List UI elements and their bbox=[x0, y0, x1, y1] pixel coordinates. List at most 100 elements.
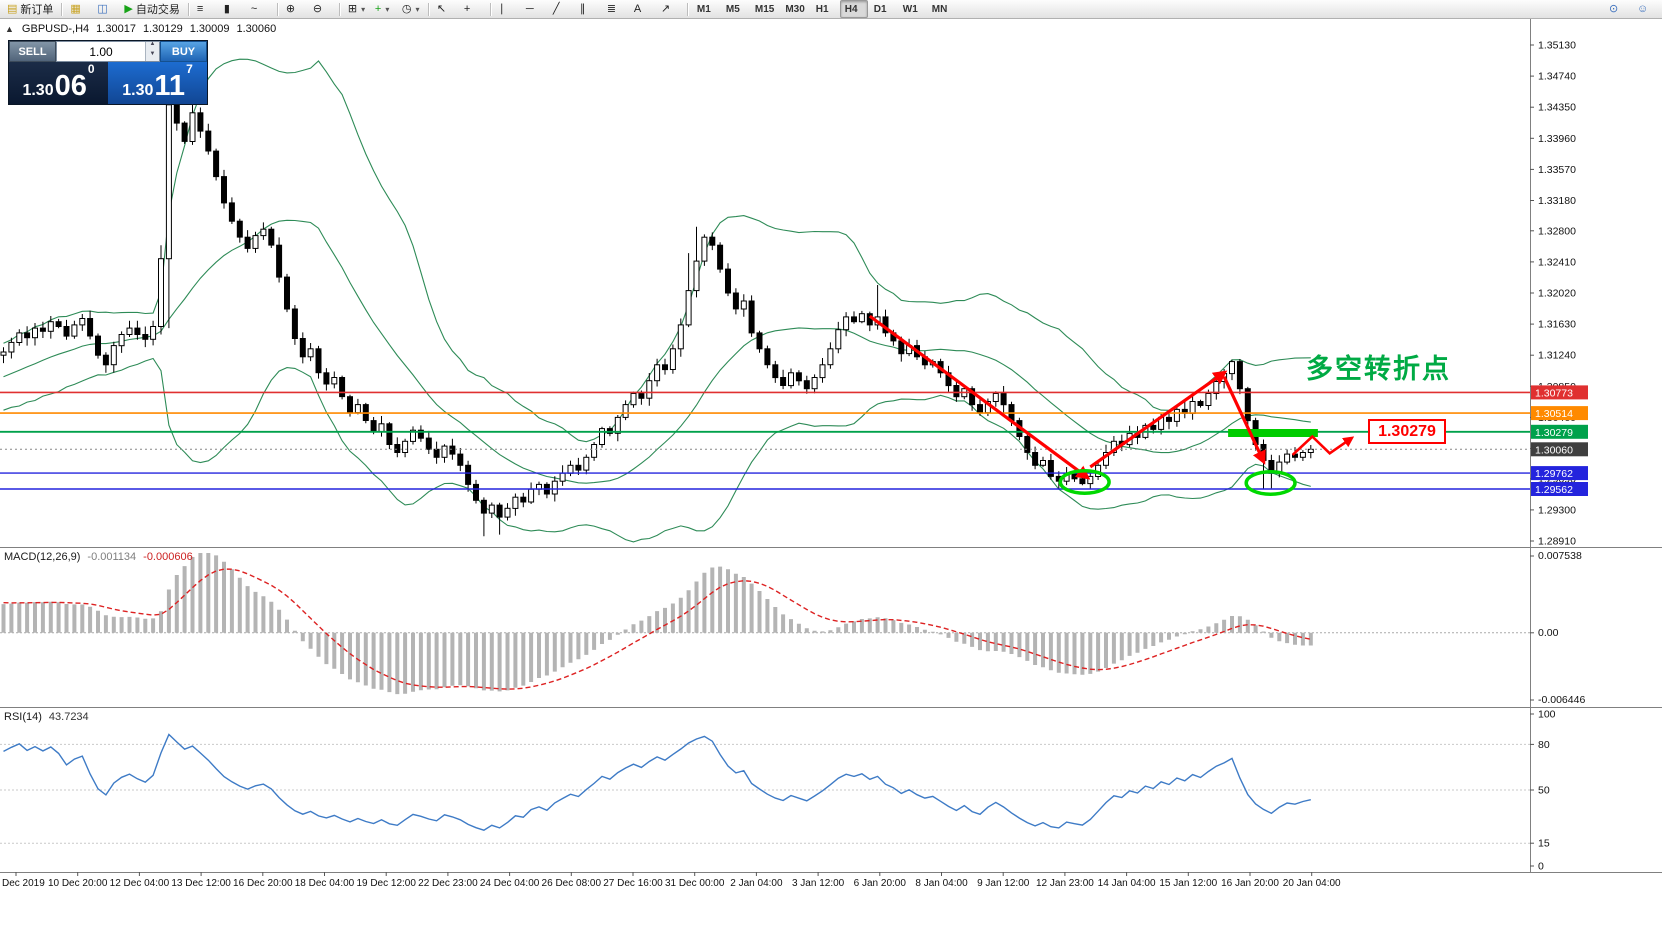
zoom-in-button[interactable]: ⊕ bbox=[282, 0, 308, 18]
timeframe-w1[interactable]: W1 bbox=[898, 0, 926, 18]
cursor-button-icon: ↖ bbox=[436, 2, 447, 15]
buy-button[interactable]: BUY bbox=[160, 41, 207, 62]
line-chart-button[interactable]: ~ bbox=[247, 0, 273, 18]
market-watch-button[interactable]: ◫ bbox=[93, 0, 119, 18]
timeframe-h4[interactable]: H4 bbox=[839, 0, 868, 18]
trend-arrow[interactable] bbox=[1222, 376, 1266, 465]
new-chart-button[interactable]: ⊞ ▾ bbox=[344, 0, 370, 18]
symbol-period: GBPUSD-,H4 bbox=[21, 23, 90, 35]
trend-arrow[interactable] bbox=[1089, 370, 1228, 469]
volume-input[interactable] bbox=[57, 42, 145, 61]
new-order-button[interactable]: ▤ 新订单 bbox=[3, 0, 57, 18]
price-tag bbox=[1531, 385, 1588, 400]
one-click-toggle[interactable]: ▲ bbox=[5, 24, 14, 34]
timeframe-m1-label: M1 bbox=[696, 3, 711, 15]
timeframe-w1-label: W1 bbox=[902, 3, 918, 15]
svg-text:20 Jan 04:00: 20 Jan 04:00 bbox=[1283, 878, 1341, 889]
annotations-layer bbox=[868, 314, 1355, 496]
indicators-button[interactable]: + ▾ bbox=[371, 0, 397, 18]
svg-text:0: 0 bbox=[1538, 861, 1544, 873]
new-chart-button-icon: ⊞ bbox=[347, 2, 358, 15]
price-tag bbox=[1531, 406, 1588, 421]
svg-text:1.30060: 1.30060 bbox=[1535, 444, 1573, 456]
candlestick-chart-button[interactable]: ▮ bbox=[220, 0, 246, 18]
period-selector-button[interactable]: ◷ ▾ bbox=[398, 0, 424, 18]
charts-window-button[interactable]: ▦ bbox=[66, 0, 92, 18]
highlight-bar[interactable] bbox=[1228, 429, 1318, 437]
macd-value-main: -0.001134 bbox=[87, 551, 137, 563]
rsi-panel[interactable]: 100 80 50 15 0 bbox=[0, 709, 1556, 873]
buy-price-pip: 7 bbox=[186, 62, 193, 76]
community-icon-icon: ☺ bbox=[1637, 2, 1649, 15]
svg-text:1.32020: 1.32020 bbox=[1538, 288, 1576, 300]
annotation-note[interactable]: 多空转折点 bbox=[1306, 354, 1451, 384]
trendline-button[interactable]: ╱ bbox=[549, 0, 575, 18]
svg-text:8 Jan 04:00: 8 Jan 04:00 bbox=[915, 878, 968, 889]
crosshair-button-icon: + bbox=[463, 2, 471, 15]
auto-trading-button[interactable]: ▶ 自动交易 bbox=[120, 0, 183, 18]
annotation-price-callout[interactable]: 1.30279 bbox=[1368, 419, 1446, 444]
price-axis[interactable]: 1.35130 1.34740 1.34350 1.33960 1.33570 1.331… bbox=[1530, 40, 1588, 548]
svg-text:1.32800: 1.32800 bbox=[1538, 225, 1576, 237]
buy-price-big: 11 bbox=[154, 70, 186, 103]
equidistant-channel-button[interactable]: ∥ bbox=[576, 0, 602, 18]
macd-panel[interactable]: 0.007538 0.00 -0.006446 bbox=[0, 550, 1585, 706]
auto-trading-button-label: 自动交易 bbox=[135, 4, 180, 16]
vertical-line-button[interactable]: ∣ bbox=[495, 0, 521, 18]
period-selector-button-icon: ◷ bbox=[401, 2, 412, 15]
zoom-out-button-icon: ⊖ bbox=[312, 2, 323, 15]
zoom-out-button[interactable]: ⊖ bbox=[309, 0, 335, 18]
trendline-button-icon: ╱ bbox=[552, 2, 560, 15]
toolbar-separator bbox=[338, 2, 340, 16]
highlight-ellipse[interactable] bbox=[1058, 469, 1111, 495]
arrows-tool-button[interactable]: ↗ bbox=[657, 0, 683, 18]
svg-text:27 Dec 16:00: 27 Dec 16:00 bbox=[603, 878, 663, 889]
toolbar-separator bbox=[276, 2, 278, 16]
bar-chart-button-icon: ≡ bbox=[196, 2, 204, 15]
svg-text:1.28910: 1.28910 bbox=[1538, 536, 1576, 548]
svg-text:22 Dec 23:00: 22 Dec 23:00 bbox=[418, 878, 478, 889]
timeframe-mn[interactable]: MN bbox=[927, 0, 955, 18]
timeframe-h1[interactable]: H1 bbox=[811, 0, 839, 18]
svg-text:1.30279: 1.30279 bbox=[1535, 427, 1573, 439]
ohlc-header: ▲ GBPUSD-,H4 1.30017 1.30129 1.30009 1.3… bbox=[5, 23, 276, 35]
fibonacci-button[interactable]: ≣ bbox=[603, 0, 629, 18]
timeframe-m1[interactable]: M1 bbox=[692, 0, 720, 18]
highlight-ellipse[interactable] bbox=[1244, 470, 1297, 496]
crosshair-button[interactable]: + bbox=[460, 0, 486, 18]
bar-chart-button[interactable]: ≡ bbox=[193, 0, 219, 18]
buy-price[interactable]: 1.30 11 7 bbox=[108, 62, 207, 104]
timeframe-d1[interactable]: D1 bbox=[869, 0, 897, 18]
svg-text:15: 15 bbox=[1538, 838, 1550, 850]
search-icon[interactable]: ⊙ bbox=[1605, 0, 1631, 18]
volume-down-icon[interactable]: ▼ bbox=[146, 51, 159, 61]
toolbar-separator bbox=[489, 2, 491, 16]
svg-text:1.34350: 1.34350 bbox=[1538, 102, 1576, 114]
zigzag-arrow[interactable] bbox=[1291, 434, 1355, 456]
macd-name: MACD(12,26,9) bbox=[4, 551, 81, 563]
timeframe-h1-label: H1 bbox=[815, 3, 829, 15]
chevron-down-icon: ▾ bbox=[415, 4, 420, 14]
cursor-button[interactable]: ↖ bbox=[433, 0, 459, 18]
sell-price[interactable]: 1.30 06 0 bbox=[9, 62, 108, 104]
trend-arrow[interactable] bbox=[868, 314, 1091, 480]
community-icon[interactable]: ☺ bbox=[1633, 0, 1659, 18]
timeframe-m5[interactable]: M5 bbox=[721, 0, 749, 18]
svg-text:1.30773: 1.30773 bbox=[1535, 387, 1573, 399]
text-button[interactable]: A bbox=[630, 0, 656, 18]
sell-button[interactable]: SELL bbox=[9, 41, 56, 62]
volume-up-icon[interactable]: ▲ bbox=[146, 41, 159, 52]
svg-text:13 Dec 12:00: 13 Dec 12:00 bbox=[171, 878, 231, 889]
chevron-down-icon: ▾ bbox=[361, 4, 366, 14]
toolbar: ▤ 新订单 ▦ ◫ ▶ 自动交易 ≡ ▮ ~ ⊕ ⊖ ⊞ ▾ + ▾ ◷ ▾ ↖ + ∣ ─ ╱ ∥ ≣ A ↗ M1 M5 M15 M3… bbox=[0, 0, 1662, 19]
time-axis[interactable]: Dec 2019 10 Dec 20:00 12 Dec 04:00 13 Dec 1… bbox=[2, 872, 1341, 889]
charts-window-button-icon: ▦ bbox=[70, 2, 81, 15]
horizontal-line-button[interactable]: ─ bbox=[522, 0, 548, 18]
timeframe-m15[interactable]: M15 bbox=[750, 0, 779, 18]
timeframe-m30-label: M30 bbox=[785, 3, 805, 15]
timeframe-m5-label: M5 bbox=[725, 3, 740, 15]
timeframe-m30[interactable]: M30 bbox=[780, 0, 809, 18]
ohlc-low: 1.30009 bbox=[189, 23, 230, 35]
